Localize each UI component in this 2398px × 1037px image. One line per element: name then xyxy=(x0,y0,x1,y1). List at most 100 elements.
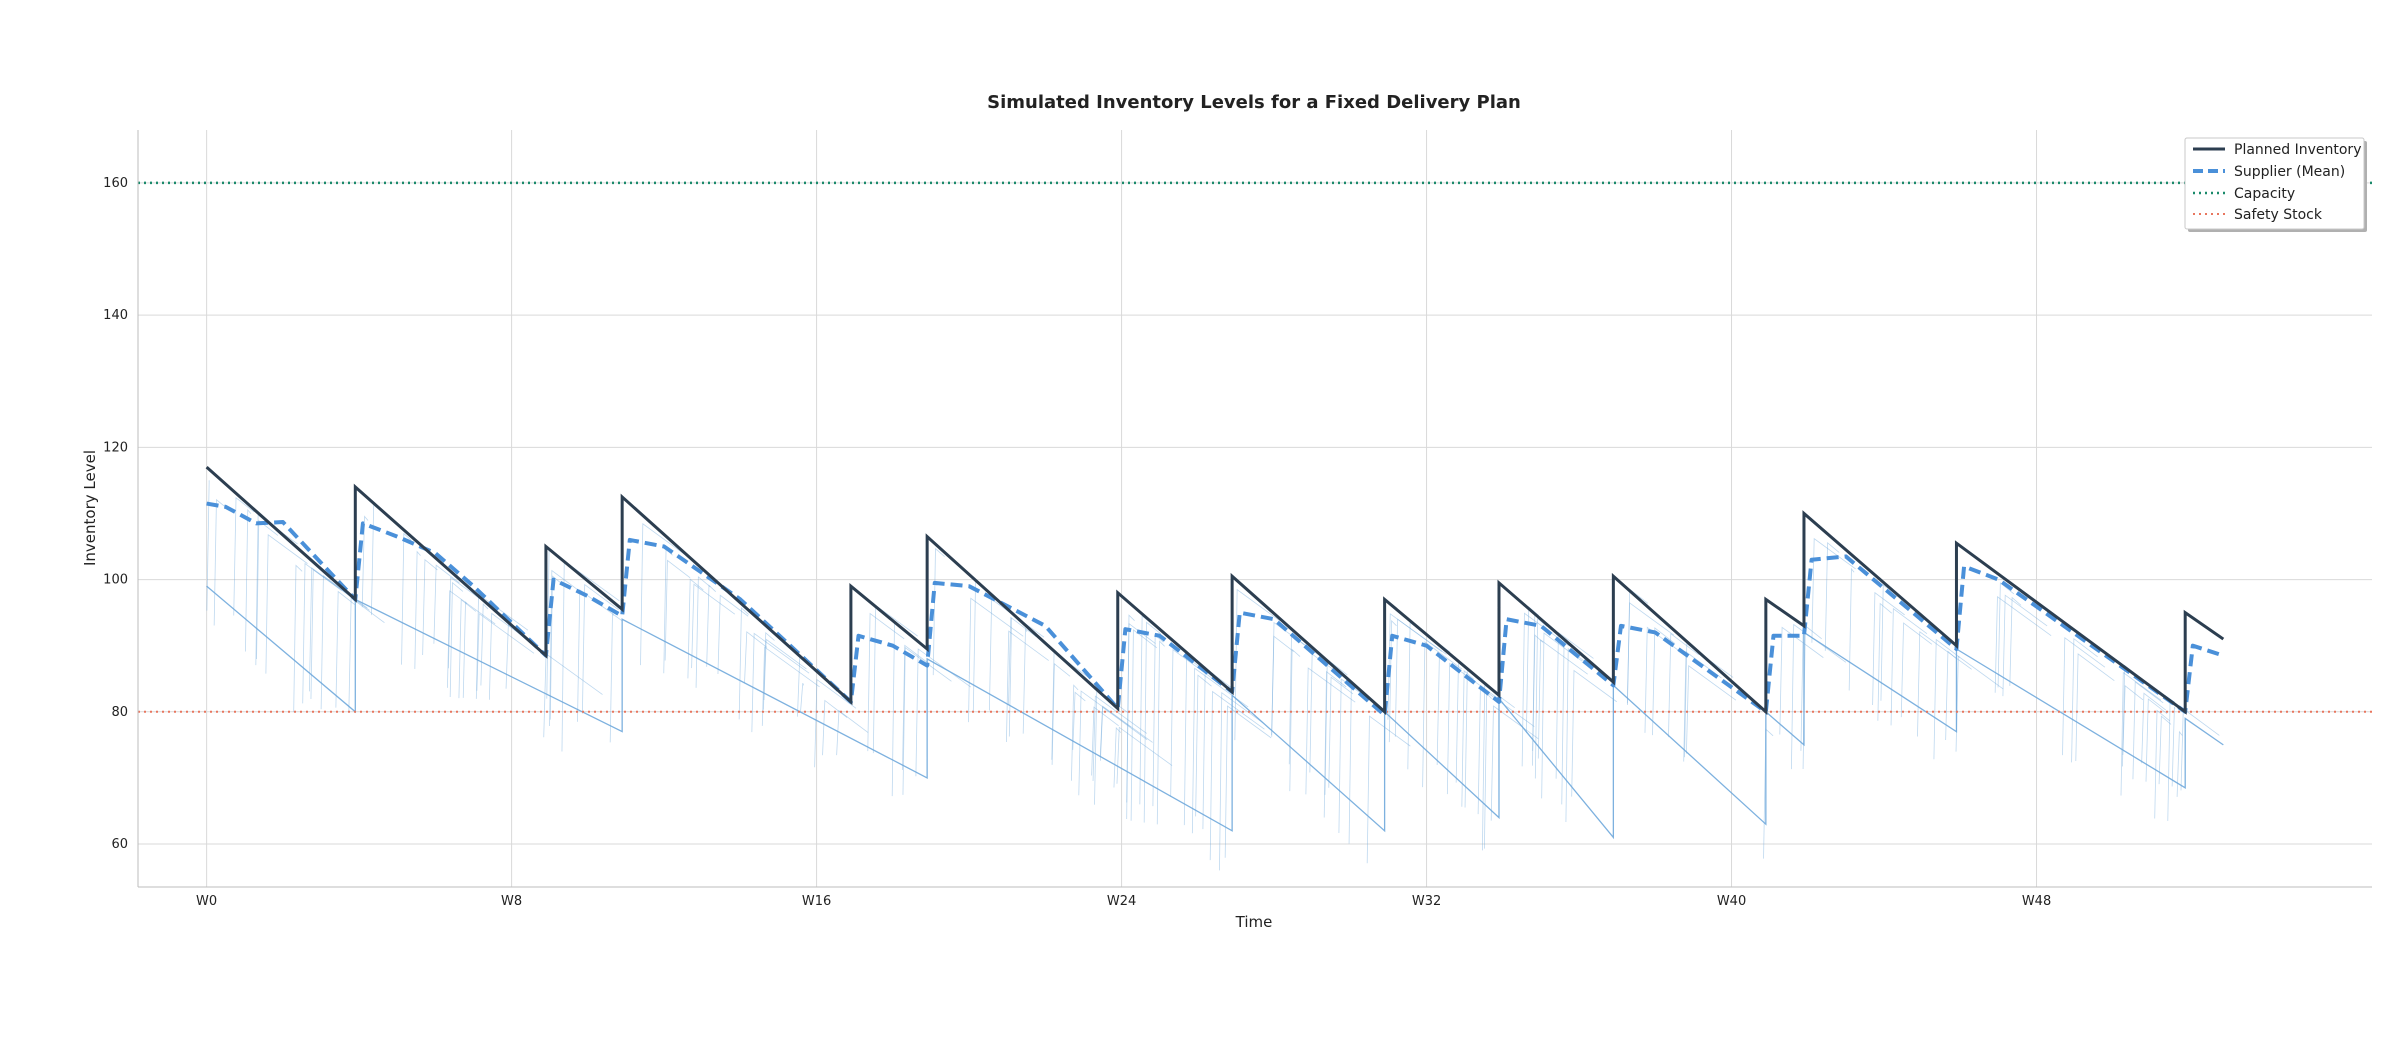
supplier-run-line xyxy=(1289,648,1301,792)
supplier-run-line xyxy=(1143,621,1161,823)
supplier-run-line xyxy=(609,613,614,743)
x-tick-label: W8 xyxy=(501,894,522,909)
supplier-run-line xyxy=(458,598,477,699)
supplier-run-line xyxy=(664,559,691,661)
supplier-run-line xyxy=(1436,652,1448,765)
supplier-run-line xyxy=(1994,596,2052,693)
x-tick-label: W24 xyxy=(1107,894,1136,909)
supplier-run-line xyxy=(462,601,468,698)
supplier-run-line xyxy=(751,632,810,733)
supplier-run-line xyxy=(691,583,736,669)
supplier-run-line xyxy=(1537,639,1588,759)
supplier-run-line xyxy=(1116,726,1173,784)
legend-box xyxy=(2184,137,2365,230)
supplier-run-line xyxy=(1100,705,1153,761)
supplier-run-line xyxy=(836,709,869,756)
supplier-run-line xyxy=(2002,594,2048,697)
supplier-run-line xyxy=(1209,690,1265,861)
x-axis-label: Time xyxy=(1235,913,1273,931)
supplier-run-line xyxy=(1461,670,1474,807)
supplier-run-line xyxy=(706,584,717,667)
supplier-run-line xyxy=(475,593,529,699)
supplier-mean-line xyxy=(206,501,2224,718)
legend-label-capacity: Capacity xyxy=(2234,186,2295,202)
supplier-run-line xyxy=(1945,650,1957,741)
supplier-run-line xyxy=(543,652,603,738)
supplier-run-line xyxy=(1348,684,1368,844)
supplier-run-line xyxy=(293,564,303,713)
supplier-run-line xyxy=(1422,641,1463,788)
supplier-run-line xyxy=(1521,612,1570,767)
supplier-run-line xyxy=(1156,640,1165,825)
planned-inventory-line xyxy=(205,466,2225,716)
supplier-run-line xyxy=(797,656,810,717)
supplier-run-line xyxy=(1997,582,2015,688)
supplier-run-line xyxy=(255,514,298,666)
supplier-run-line xyxy=(433,564,460,644)
supplier-run-line xyxy=(968,597,1024,723)
x-tick-label: W16 xyxy=(802,894,831,909)
supplier-run-line xyxy=(1006,630,1049,742)
supplier-run-line xyxy=(335,590,355,708)
legend-label-planned: Planned Inventory xyxy=(2234,142,2361,158)
supplier-run-line xyxy=(2062,636,2106,756)
y-tick-label: 80 xyxy=(111,705,128,720)
supplier-run-line xyxy=(1305,667,1356,795)
y-tick-label: 100 xyxy=(103,573,128,588)
supplier-run-line xyxy=(2132,681,2164,780)
supplier-run-line xyxy=(814,678,857,768)
supplier-run-line xyxy=(2145,698,2168,782)
supplier-run-line xyxy=(1890,607,1928,726)
supplier-run-line xyxy=(717,594,749,674)
supplier-run-line xyxy=(1191,667,1249,834)
supplier-run-line xyxy=(2154,709,2170,819)
supplier-run-line xyxy=(2180,708,2220,791)
supplier-run-line xyxy=(361,515,369,608)
supplier-run-line xyxy=(1130,629,1158,821)
y-tick-label: 140 xyxy=(103,308,128,323)
supplier-run-line xyxy=(1139,615,1160,805)
supplier-run-line xyxy=(1224,705,1272,858)
supplier-run-line xyxy=(872,604,918,754)
supplier-run-line xyxy=(1872,591,1905,706)
supplier-run-line xyxy=(1051,663,1071,765)
supplier-run-line xyxy=(1113,726,1122,788)
supplier-run-line xyxy=(302,562,342,704)
supplier-run-line xyxy=(1072,691,1086,750)
supplier-run-line xyxy=(1917,630,1972,737)
y-tick-label: 60 xyxy=(111,837,128,852)
supplier-run-line xyxy=(822,699,848,756)
supplier-run-line xyxy=(1848,567,1855,691)
x-tick-label: W0 xyxy=(196,894,217,909)
supplier-run-line xyxy=(1126,622,1156,803)
supplier-run-line xyxy=(1394,618,1443,737)
supplier-run-line xyxy=(1877,602,1892,721)
supplier-run-line xyxy=(1271,635,1294,736)
supplier-run-line xyxy=(1791,623,1847,770)
supplier-run-line xyxy=(744,631,768,684)
supplier-run-line xyxy=(1779,626,1824,735)
supplier-run-line xyxy=(2071,637,2098,763)
supplier-run-line xyxy=(2120,671,2162,796)
supplier-run-line xyxy=(761,646,820,726)
supplier-run-line xyxy=(1626,602,1675,704)
supplier-run-line xyxy=(2171,706,2176,787)
x-tick-label: W40 xyxy=(1717,894,1746,909)
supplier-run-line xyxy=(414,550,421,669)
supplier-run-line xyxy=(1532,634,1544,751)
supplier-run-line xyxy=(1008,617,1013,737)
supplier-run-line xyxy=(233,496,255,616)
supplier-run-line xyxy=(476,612,535,691)
supplier-run-line xyxy=(1684,642,1734,758)
supplier-run-line xyxy=(867,612,905,752)
supplier-run-line xyxy=(1644,626,1685,733)
supplier-run-line xyxy=(1022,627,1028,734)
supplier-run-line xyxy=(1484,692,1492,849)
supplier-run-line xyxy=(1668,632,1700,738)
supplier-run-line xyxy=(370,504,393,616)
supplier-run-line xyxy=(695,576,711,688)
supplier-run-line xyxy=(1534,617,1548,779)
supplier-run-line xyxy=(932,547,945,676)
supplier-run-line xyxy=(2075,653,2115,761)
